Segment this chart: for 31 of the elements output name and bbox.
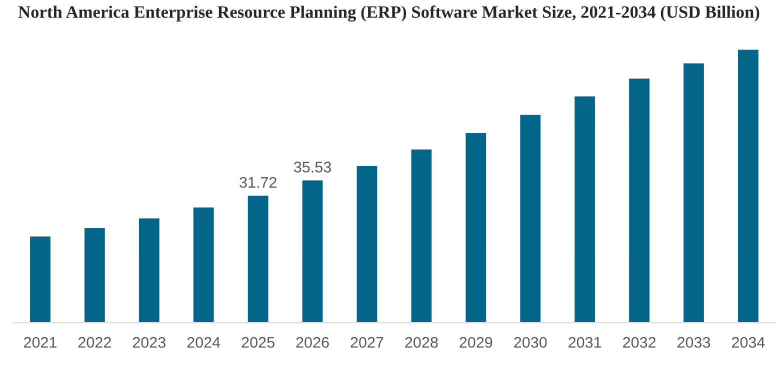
bar	[464, 132, 488, 323]
bar	[192, 206, 216, 323]
bar	[682, 62, 706, 323]
x-tick-label: 2024	[187, 336, 220, 348]
bar	[83, 226, 106, 323]
x-tick-label: 2023	[132, 336, 166, 348]
x-tick-label: 2025	[242, 336, 274, 348]
x-tick-label: 2022	[78, 336, 111, 348]
x-tick-label: 2031	[568, 336, 602, 348]
x-tick-label: 2032	[623, 336, 656, 348]
data-label: 35.53	[294, 162, 331, 173]
x-tick-label: 2026	[296, 336, 329, 348]
bar	[628, 77, 651, 323]
bar	[518, 114, 542, 323]
bar	[138, 216, 161, 323]
x-tick-label: 2034	[732, 336, 765, 348]
bar	[410, 148, 434, 323]
x-tick-label: 2027	[350, 336, 384, 348]
x-tick-label: 2029	[460, 336, 492, 348]
chart-title: North America Enterprise Resource Planning (ERP) Software Market Size, 2021-2034 (USD Billion)	[18, 6, 760, 22]
x-tick-label: 2033	[678, 336, 710, 348]
x-tick-label: 2030	[514, 336, 547, 348]
bar	[573, 94, 596, 323]
bar	[736, 49, 760, 323]
bar	[28, 235, 52, 323]
bar	[300, 178, 324, 323]
x-tick-label: 2021	[24, 336, 56, 348]
bar	[355, 164, 379, 323]
x-tick-label: 2028	[405, 336, 438, 348]
data-label: 31.72	[240, 177, 276, 188]
bar	[246, 194, 270, 323]
